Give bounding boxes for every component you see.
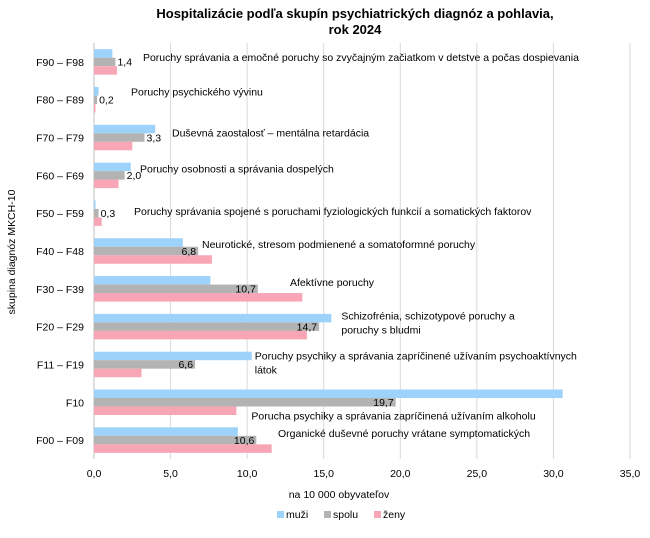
bar-spolu [94,171,125,180]
bar-zeny [94,444,272,453]
bar-muzi [94,313,332,323]
bar-spolu [94,57,116,67]
legend-swatch-zeny [374,511,381,518]
category-description: Porucha psychiky a správania zapríčinená… [251,410,535,422]
bar-zeny [94,330,307,340]
category-description: látok [255,364,278,376]
bar-spolu [94,246,199,256]
bar-muzi [94,351,252,361]
category-description: Poruchy psychického vývinu [131,87,263,99]
bar-zeny [94,255,212,264]
category-label: F50 – F59 [36,208,84,220]
category-description: Neurotické, stresom podmienené a somatof… [202,239,476,251]
bar-zeny [94,179,119,189]
bar-zeny [94,103,96,113]
category-label: F00 – F09 [36,435,84,447]
chart-title-line-1: rok 2024 [329,22,383,37]
bar-zeny [94,141,133,151]
legend-label-zeny: ženy [383,509,406,521]
bar-spolu [94,284,258,294]
category-label: F20 – F29 [36,322,84,334]
bar-spolu [94,133,145,142]
data-label: 6,6 [178,359,193,371]
bar-muzi [94,238,183,247]
data-label: 19,7 [373,397,394,409]
bar-spolu [94,322,320,331]
bar-spolu [94,360,196,369]
y-axis-title: skupina diagnóz MKCH-10 [6,189,18,314]
legend-label-muzi: muži [286,509,308,521]
data-label: 0,3 [101,208,116,220]
category-description: Organické duševné poruchy vrátane sympto… [278,428,530,440]
category-label: F10 [66,397,84,409]
legend-label-spolu: spolu [333,509,358,521]
category-label: F40 – F48 [36,246,84,258]
bar-muzi [94,389,563,399]
x-tick-label: 0,0 [87,468,102,480]
x-tick-label: 10,0 [237,468,258,480]
data-label: 1,4 [117,57,132,69]
category-description: Poruchy správania a emočné poruchy so zv… [143,52,579,64]
data-label: 10,7 [235,284,256,296]
bar-spolu [94,398,396,407]
category-label: F11 – F19 [37,359,84,371]
bar-muzi [94,86,99,96]
x-tick-label: 5,0 [163,468,178,480]
category-description: Duševná zaostalosť – mentálna retardácia [172,128,369,140]
bar-zeny [94,406,237,416]
x-tick-label: 25,0 [467,468,488,480]
bar-spolu [94,208,99,218]
category-label: F90 – F98 [36,57,84,69]
category-description: Poruchy osobnosti a správania dospelých [140,163,334,175]
bar-muzi [94,124,156,134]
bar-spolu [94,435,257,445]
x-tick-label: 30,0 [543,468,564,480]
category-label: F60 – F69 [36,170,84,182]
bar-zeny [94,217,102,226]
chart-title-line-0: Hospitalizácie podľa skupín psychiatrick… [156,6,553,21]
category-description: poruchy s bludmi [341,325,420,337]
category-label: F80 – F89 [36,95,84,107]
data-label: 6,8 [182,246,197,258]
x-tick-label: 15,0 [313,468,334,480]
x-tick-label: 35,0 [620,468,641,480]
data-label: 2,0 [127,170,142,182]
data-label: 10,6 [234,435,255,447]
x-tick-label: 20,0 [390,468,411,480]
x-axis-title: na 10 000 obyvateľov [289,489,390,501]
bar-spolu [94,95,98,104]
data-label: 14,7 [297,321,318,333]
bar-muzi [94,162,131,172]
bar-muzi [94,276,211,285]
bar-zeny [94,293,303,302]
bar-zeny [94,368,142,378]
bar-zeny [94,66,117,75]
category-description: Poruchy správania spojené s poruchami fy… [134,206,532,218]
legend-swatch-spolu [324,511,331,518]
data-label: 0,2 [99,94,114,106]
category-description: Afektívne poruchy [290,277,375,289]
bar-muzi [94,49,113,58]
data-label: 3,3 [147,132,162,144]
category-description: Schizofrénia, schizotypové poruchy a [341,311,515,323]
bar-muzi [94,427,238,436]
category-description: Poruchy psychiky a správania zapríčinené… [255,350,577,362]
bar-muzi [94,200,96,209]
category-label: F70 – F79 [36,133,84,145]
legend-swatch-muzi [277,511,284,518]
category-label: F30 – F39 [36,284,84,296]
